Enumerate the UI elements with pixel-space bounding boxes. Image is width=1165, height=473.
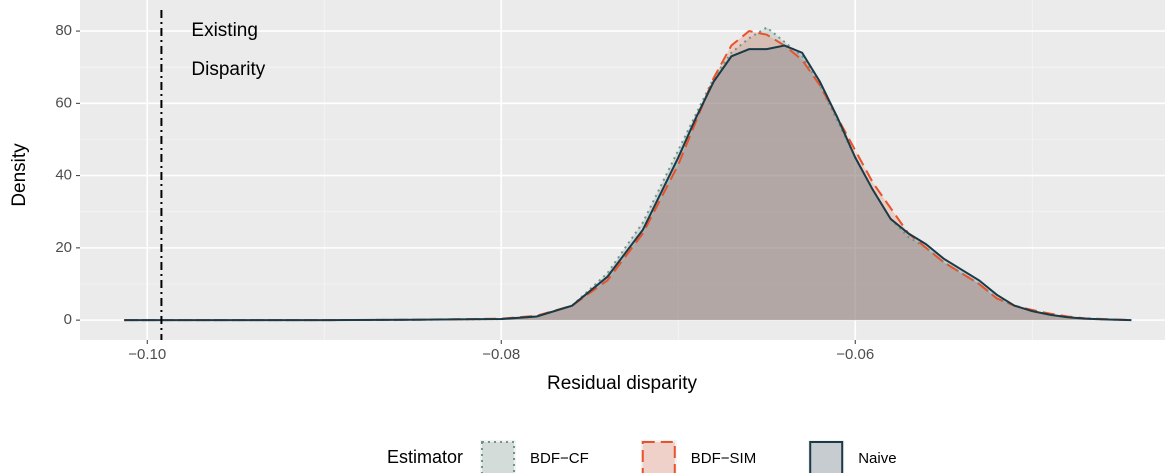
legend-title: Estimator — [387, 447, 463, 467]
legend-label: Naive — [858, 450, 896, 467]
density-area — [124, 31, 1132, 321]
annotation: Existing — [191, 20, 258, 41]
density-line — [124, 44, 1132, 322]
legend-label: BDF−SIM — [691, 450, 756, 467]
x-tick-label: −0.08 — [482, 346, 520, 363]
density-area — [124, 27, 1132, 321]
x-tick-label: −0.06 — [836, 346, 874, 363]
x-tick-label: −0.10 — [128, 346, 166, 363]
y-tick-label: 20 — [55, 239, 72, 256]
density-area — [124, 45, 1132, 321]
y-axis-title: Density — [9, 143, 30, 207]
legend-key-bg — [480, 440, 516, 473]
annotation: Disparity — [191, 59, 265, 80]
legend-key — [809, 441, 844, 473]
legend-key — [641, 441, 676, 473]
y-tick-label: 40 — [55, 167, 72, 184]
density-line — [124, 26, 1132, 322]
legend-label: BDF−CF — [530, 450, 589, 467]
legend-key-bg — [808, 440, 845, 473]
x-axis-title: Residual disparity — [547, 373, 697, 394]
y-tick-label: 60 — [55, 94, 72, 111]
legend-key-bg — [640, 440, 677, 473]
y-tick-label: 0 — [64, 311, 72, 328]
legend-key — [481, 441, 515, 473]
y-tick-label: 80 — [55, 22, 72, 39]
